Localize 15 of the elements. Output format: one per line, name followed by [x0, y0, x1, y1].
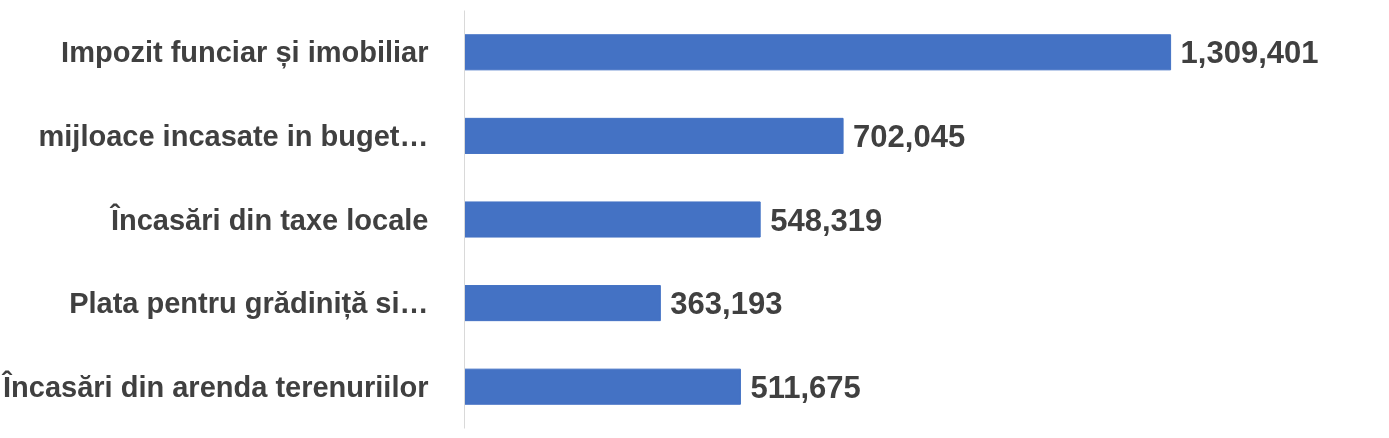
bar — [464, 117, 844, 154]
data-label: 363,193 — [670, 286, 783, 322]
data-label: 548,319 — [770, 202, 883, 238]
y-tick-label: Încasări din taxe locale — [108, 202, 429, 236]
y-tick-label: Plata pentru grădiniță si… — [69, 287, 429, 321]
data-label: 702,045 — [853, 118, 966, 154]
bar — [464, 368, 741, 405]
y-tick-label: Încasări din arenda terenuriilor — [1, 369, 429, 403]
bar — [464, 285, 661, 322]
data-label: 511,675 — [750, 369, 861, 405]
data-label: 1,309,401 — [1180, 35, 1319, 71]
bar — [464, 34, 1172, 71]
bar — [464, 201, 761, 238]
y-tick-label: Impozit funciar și imobiliar — [61, 36, 429, 70]
y-tick-label: mijloace incasate in buget… — [38, 119, 429, 152]
